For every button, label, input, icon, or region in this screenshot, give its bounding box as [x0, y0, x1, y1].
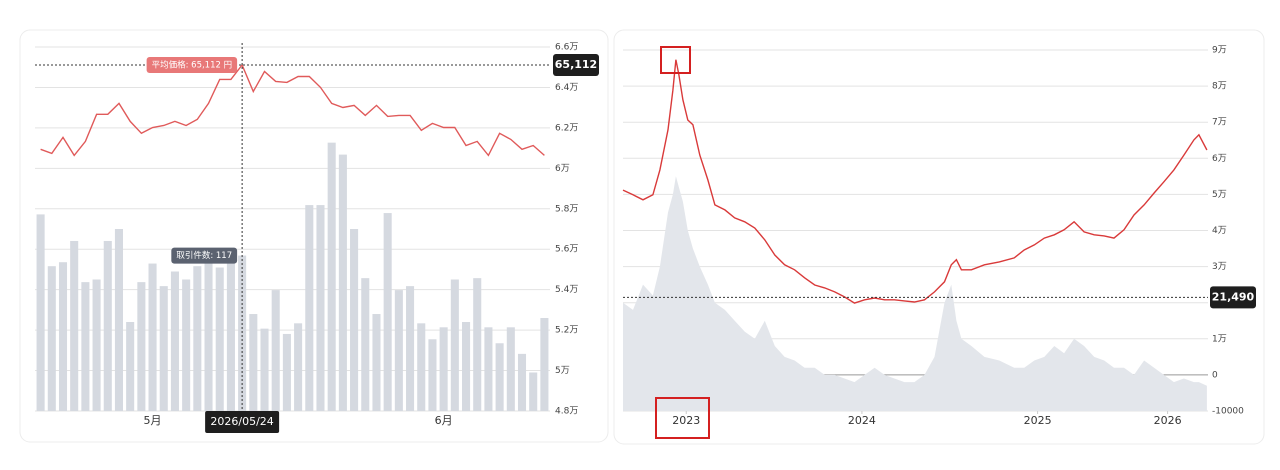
tooltip [146, 56, 238, 73]
volume-bar [406, 286, 415, 411]
volume-bar [148, 263, 157, 411]
volume-bar [260, 328, 269, 411]
volume-bar [271, 290, 280, 411]
volume-bar [428, 339, 437, 411]
volume-bar [70, 240, 79, 411]
y-tick-label: 3万 [1212, 262, 1227, 272]
date-tag-label: 2026/05/24 [210, 415, 273, 428]
volume-bar [249, 314, 258, 411]
y-tick-label: 9万 [1212, 46, 1227, 56]
y-tick-label: 5万 [555, 366, 570, 376]
volume-bar [327, 142, 336, 411]
x-tick-label: 6月 [435, 414, 453, 427]
volume-bar [462, 321, 471, 411]
x-tick-label: 2024 [848, 414, 876, 427]
price-tag-label: 65,112 [555, 58, 597, 71]
volume-bar [159, 286, 168, 411]
price-line [622, 59, 1208, 304]
volume-bar [439, 327, 448, 411]
y-tick-label: 6.2万 [555, 123, 578, 133]
volume-area [623, 176, 1207, 411]
volume-bar [282, 333, 291, 411]
y-tick-label: 0 [1212, 370, 1218, 380]
volume-bar [316, 205, 325, 411]
x-tick-label: 5月 [144, 414, 162, 427]
right-card [613, 29, 1265, 445]
volume-bar [372, 314, 381, 411]
volume-bar [215, 267, 224, 411]
x-tick-label: 2026 [1154, 414, 1182, 427]
volume-bar [294, 323, 303, 411]
date-tag [205, 411, 280, 433]
volume-bar [529, 372, 538, 411]
x-tick-label: 2025 [1024, 414, 1052, 427]
volume-bar [114, 229, 123, 411]
volume-bar [193, 266, 202, 411]
y-tick-label: 1万 [1212, 334, 1227, 344]
price-tag [1210, 286, 1256, 309]
price-tag-label: 21,490 [1212, 290, 1255, 303]
volume-bar [81, 282, 90, 411]
y-tick-label: 6.4万 [555, 83, 578, 93]
volume-bar [103, 240, 112, 411]
volume-bar [394, 290, 403, 411]
y-tick-label: 4.8万 [555, 407, 578, 417]
volume-bar [305, 205, 314, 411]
volume-bar [47, 266, 56, 411]
y-tick-label: 7万 [1212, 118, 1227, 128]
volume-bar [126, 321, 135, 411]
y-tick-label: 6万 [555, 164, 570, 174]
volume-bar [473, 278, 482, 411]
y-tick-label: 5.4万 [555, 285, 578, 295]
volume-bar [36, 214, 45, 411]
volume-bar [517, 353, 527, 411]
tooltip-label: 取引件数: 117 [176, 250, 232, 261]
tooltip-label: 平均価格: 65,112 円 [152, 59, 233, 70]
y-tick-label: 6.6万 [555, 43, 578, 53]
y-tick-label: 5.8万 [555, 204, 578, 214]
volume-bar [540, 318, 549, 411]
price-line [40, 63, 545, 157]
y-tick-label: 5万 [1212, 190, 1227, 200]
volume-bar [506, 327, 515, 411]
volume-bar [417, 323, 426, 411]
volume-bar [137, 282, 146, 411]
y-tick-label: 6万 [1212, 154, 1227, 164]
tooltip [171, 247, 238, 264]
volume-bar [170, 271, 179, 411]
volume-bar [484, 327, 493, 411]
highlight-box [655, 397, 710, 439]
y-tick-label: 5.2万 [555, 326, 578, 336]
volume-bar [58, 262, 68, 411]
volume-bar [383, 213, 392, 411]
volume-bar [92, 279, 101, 411]
y-tick-label: 4万 [1212, 226, 1227, 236]
volume-bar [361, 278, 370, 411]
volume-bar [495, 343, 504, 411]
volume-bar [338, 154, 347, 411]
highlight-box [660, 46, 691, 74]
x-tick-label: 2023 [672, 414, 700, 427]
y-tick-label: -10000 [1212, 407, 1244, 417]
volume-bar [182, 279, 191, 411]
volume-bar [226, 262, 235, 411]
price-tag [553, 53, 599, 76]
y-tick-label: 5.6万 [555, 245, 578, 255]
volume-bar [204, 262, 213, 411]
volume-bar [350, 229, 359, 411]
y-tick-label: 8万 [1212, 82, 1227, 92]
volume-bar [450, 279, 459, 411]
volume-bar [238, 255, 247, 411]
